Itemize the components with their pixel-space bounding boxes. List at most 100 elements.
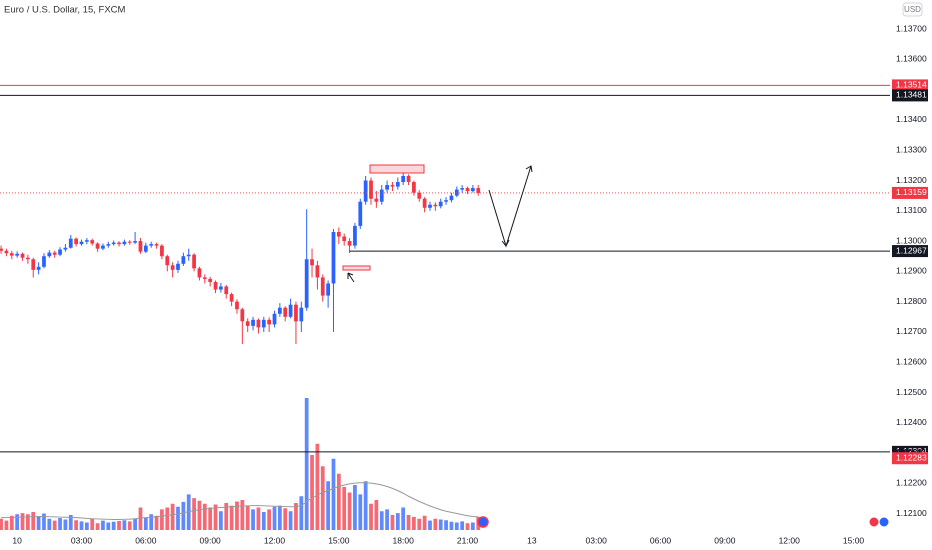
volume-bar (417, 518, 422, 530)
candle-body (310, 259, 314, 266)
candle-body (154, 244, 159, 246)
candle-body (374, 198, 379, 202)
candle-body (74, 238, 79, 245)
candle-body (47, 252, 52, 257)
volume-bar (277, 505, 282, 530)
volume-bar (192, 498, 196, 530)
y-tick-label: 1.12800 (896, 296, 927, 306)
x-tick-label: 06:00 (135, 535, 157, 545)
volume-bar (26, 514, 30, 530)
volume-bar (58, 518, 62, 530)
volume-ma (1, 482, 479, 520)
y-tick-label: 1.13000 (896, 235, 927, 245)
volume-bar (465, 523, 470, 530)
volume-bar (288, 511, 293, 530)
candle-body (272, 313, 277, 325)
volume-bar (213, 504, 218, 530)
volume-bar (9, 515, 14, 530)
volume-bar (186, 494, 191, 530)
volume-bar (0, 518, 3, 530)
volume-bar (471, 522, 475, 530)
candle-body (277, 307, 282, 314)
candle-body (406, 175, 411, 183)
volume-bar (84, 522, 89, 530)
candle-body (229, 294, 234, 302)
event-icon[interactable] (477, 516, 489, 528)
volume-bar (251, 509, 255, 530)
volume-bar (149, 514, 154, 530)
volume-bar (47, 518, 52, 530)
price-layer (0, 84, 890, 453)
volume-bar (160, 509, 164, 530)
candle-body (138, 241, 143, 252)
candle-body (149, 244, 154, 246)
volume-layer (0, 398, 481, 530)
currency-box (902, 2, 923, 17)
zone-box (342, 265, 371, 271)
candle-body (336, 231, 341, 237)
candle-body (438, 201, 443, 207)
axis-layer: 1.13700 1.13600 1.13400 1.13300 1.13200 1.131… (12, 23, 928, 545)
candle-body (176, 263, 180, 270)
volume-bar (390, 515, 395, 530)
x-tick-label: 13 (527, 535, 537, 545)
candle-body (9, 253, 14, 256)
candle-body (331, 231, 336, 284)
candle-body (251, 319, 255, 326)
volume-bar (202, 503, 207, 530)
candle-body (347, 241, 352, 246)
candle-body (26, 257, 30, 260)
candle-body (304, 259, 309, 308)
candle-body (224, 286, 229, 295)
volume-bar (63, 519, 68, 530)
volume-bar (272, 506, 277, 530)
volume-bar (331, 458, 336, 530)
candle-body (79, 241, 84, 245)
volume-bar (395, 513, 400, 530)
x-tick-label: 15:00 (843, 535, 865, 545)
candle-body (219, 286, 223, 290)
volume-bar (224, 503, 229, 530)
flag-icon[interactable] (878, 516, 890, 528)
candle-body (192, 254, 196, 269)
candle-body (390, 185, 395, 187)
volume-bar (374, 500, 379, 530)
candle-body (122, 241, 127, 245)
volume-bar (197, 500, 202, 530)
x-tick-label: 18:00 (393, 535, 415, 545)
volume-bar (181, 501, 186, 530)
candle-body (444, 200, 448, 202)
candle-body (471, 188, 475, 192)
candle-body (422, 198, 427, 208)
candle-body (326, 283, 330, 296)
y-tick-label: 1.13400 (896, 114, 927, 124)
volume-bar (31, 512, 36, 530)
volume-bar (74, 520, 79, 530)
candle-body (95, 243, 100, 249)
candle-body (363, 180, 368, 202)
volume-bar (101, 520, 105, 530)
volume-bar (106, 522, 111, 530)
volume-bar (438, 519, 443, 530)
candle-body (208, 278, 213, 282)
y-tick-label: 1.12900 (896, 266, 927, 276)
candle-body (433, 204, 438, 207)
volume-bar (111, 521, 116, 530)
price-label-box (892, 452, 928, 465)
volume-bar (320, 466, 325, 530)
price-label-box (892, 186, 928, 199)
volume-bar (406, 515, 411, 530)
candle-body (181, 256, 186, 264)
x-tick-label: 03:00 (71, 535, 93, 545)
candle-body (412, 182, 416, 193)
x-tick-label: 15:00 (328, 535, 350, 545)
volume-bar (454, 522, 459, 530)
candle-body (58, 249, 62, 255)
volume-bar (133, 518, 137, 530)
y-tick-label: 1.12700 (896, 326, 927, 336)
candle-body (256, 319, 261, 328)
candle-body (267, 319, 272, 325)
candle-body (235, 301, 239, 310)
flag-icon[interactable] (868, 516, 880, 528)
